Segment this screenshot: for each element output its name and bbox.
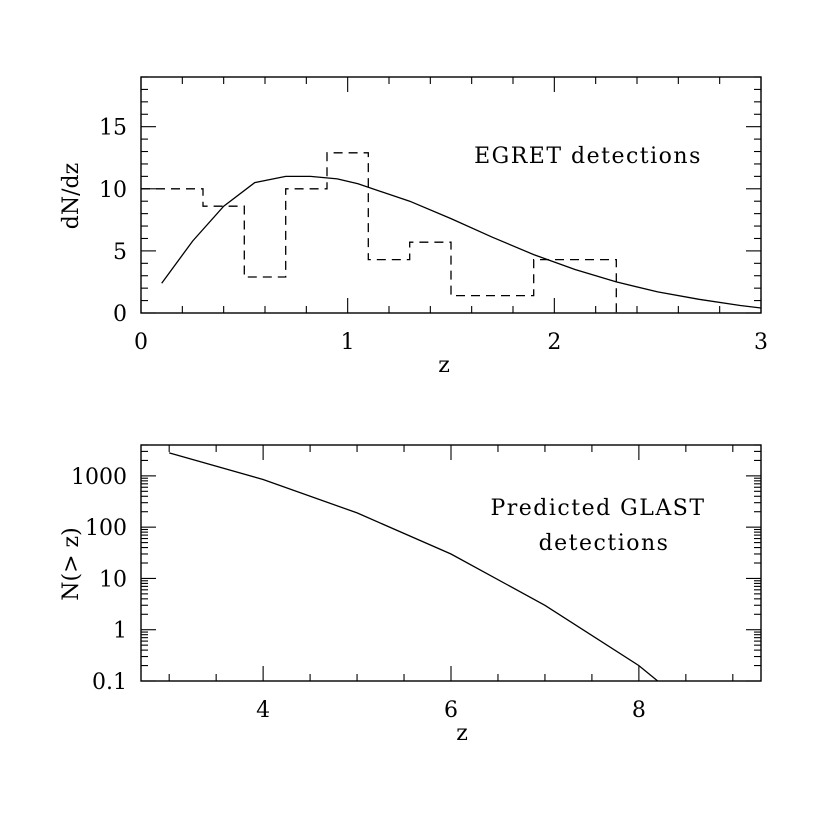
bottom-y-axis-label: N(> z) xyxy=(59,527,84,600)
y-tick-label: 100 xyxy=(85,516,127,541)
bottom-tick-labels: 4 6 8 0.1 1 10 100 1000 xyxy=(71,465,646,723)
y-tick-label: 0.1 xyxy=(92,670,127,695)
y-tick-label: 10 xyxy=(99,178,127,203)
bottom-annotation-line-1: Predicted GLAST xyxy=(490,496,705,521)
bottom-ticks xyxy=(141,444,761,682)
bottom-series xyxy=(169,452,659,682)
x-tick-label: 1 xyxy=(341,330,355,355)
x-tick-label: 3 xyxy=(754,330,768,355)
curve-top xyxy=(161,175,762,309)
y-tick-label: 15 xyxy=(99,116,127,141)
x-tick-label: 6 xyxy=(444,698,458,723)
top-plot-frame xyxy=(140,76,762,314)
top-y-axis-label: dN/dz xyxy=(59,163,84,229)
top-panel: 0 1 2 3 0 5 10 15 z dN/dz EGRET detections xyxy=(59,76,768,378)
y-tick-label: 1000 xyxy=(71,465,127,490)
bottom-annotation-line-2: detections xyxy=(539,531,670,556)
y-tick-label: 10 xyxy=(99,567,127,592)
x-tick-label: 0 xyxy=(134,330,148,355)
y-tick-label: 5 xyxy=(113,240,127,265)
top-ticks xyxy=(140,76,762,314)
histogram-top xyxy=(141,152,617,313)
top-annotation: EGRET detections xyxy=(474,144,702,169)
top-x-axis-label: z xyxy=(438,353,450,378)
top-tick-labels: 0 1 2 3 0 5 10 15 xyxy=(99,116,768,355)
y-tick-label: 0 xyxy=(113,302,127,327)
curve-bottom xyxy=(169,452,659,682)
bottom-x-axis-label: z xyxy=(456,721,468,746)
y-tick-label: 1 xyxy=(113,619,127,644)
bottom-panel: 4 6 8 0.1 1 10 100 1000 z N(> z) Predicted GLAS… xyxy=(59,444,762,746)
x-tick-label: 2 xyxy=(547,330,561,355)
top-series xyxy=(141,152,762,313)
bottom-plot-frame xyxy=(140,444,762,682)
x-tick-label: 8 xyxy=(632,698,646,723)
x-tick-label: 4 xyxy=(256,698,270,723)
